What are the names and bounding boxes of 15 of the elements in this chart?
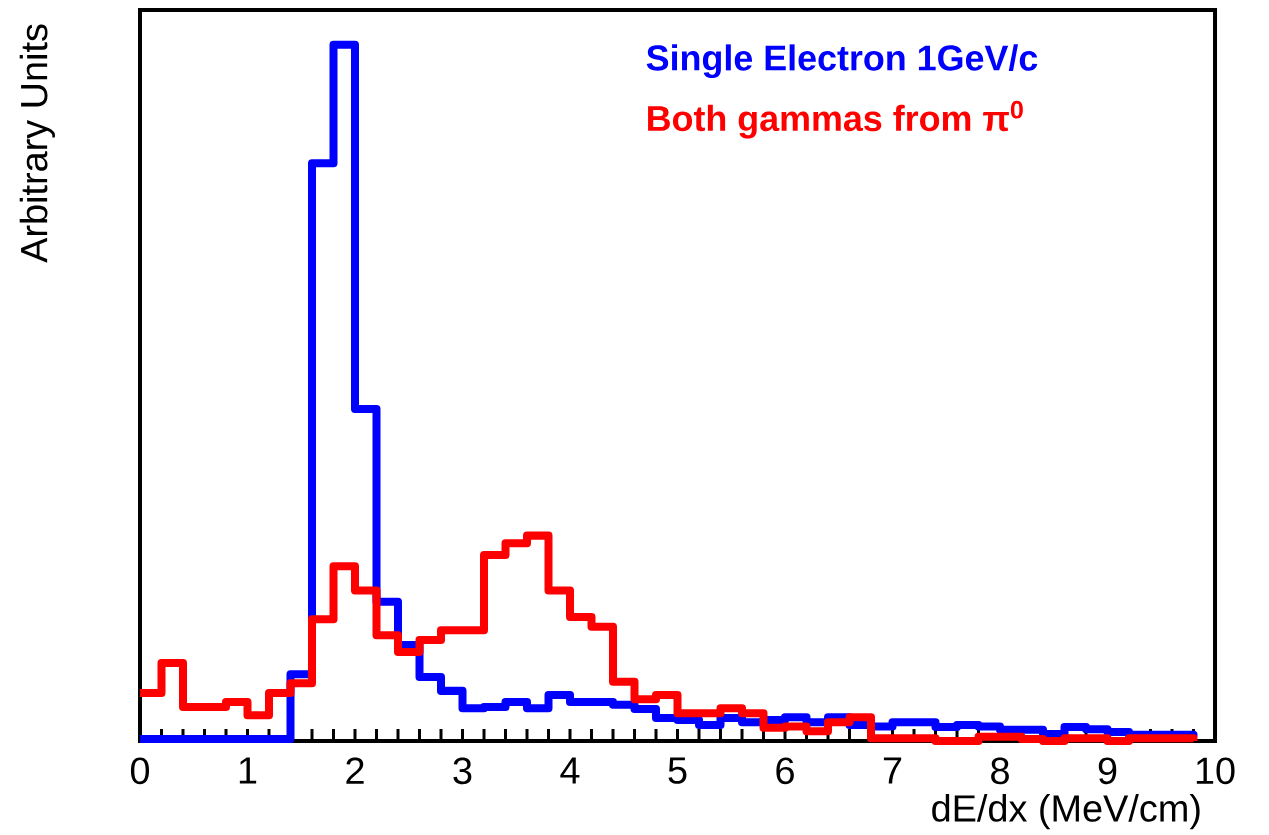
y-axis-title: Arbitrary Units: [19, 24, 55, 263]
x-tick-label: 2: [346, 757, 364, 784]
x-tick-label: 8: [991, 757, 1009, 785]
x-tick-label: 1: [239, 757, 257, 784]
x-tick-label: 7: [883, 757, 902, 784]
text: Single Electron 1GeV/c: [646, 44, 1038, 78]
x-tick-label: 6: [776, 757, 794, 785]
x-tick-label: 0: [130, 757, 150, 785]
x-tick-label: 5: [668, 757, 687, 784]
x-axis-title: dE/dx (MeV/cm): [932, 794, 1200, 830]
x-tick-label: 10: [1196, 757, 1235, 785]
x-tick-label: 3: [453, 757, 472, 785]
x-tick-label: 4: [560, 757, 580, 784]
text: Both gammas from π$^{0}$: [648, 100, 1023, 139]
x-tick-label: 9: [1098, 757, 1117, 785]
